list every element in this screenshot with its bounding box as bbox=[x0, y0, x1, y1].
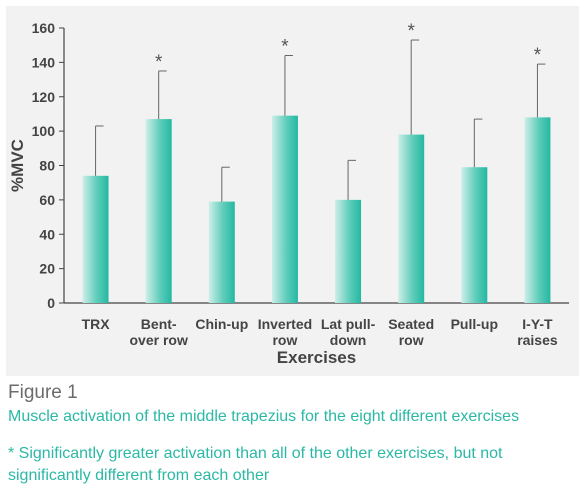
y-tick-label: 140 bbox=[32, 54, 56, 70]
x-tick-label: Pull-up bbox=[451, 316, 498, 332]
x-tick-label: Chin-up bbox=[195, 316, 248, 332]
significance-marker: * bbox=[407, 21, 415, 42]
y-tick-label: 120 bbox=[32, 89, 56, 105]
x-tick-label: row bbox=[272, 332, 297, 348]
y-tick-label: 60 bbox=[39, 192, 55, 208]
x-tick-label: row bbox=[399, 332, 424, 348]
x-tick-label: down bbox=[330, 332, 367, 348]
bar bbox=[82, 175, 109, 303]
bar bbox=[524, 117, 551, 303]
figure-caption: Muscle activation of the middle trapeziu… bbox=[8, 408, 520, 425]
bar bbox=[398, 134, 425, 303]
x-tick-label: Lat pull- bbox=[321, 316, 376, 332]
figure-label: Figure 1 bbox=[8, 382, 78, 403]
x-tick-label: raises bbox=[517, 332, 558, 348]
x-tick-label: Seated bbox=[388, 316, 434, 332]
bar bbox=[271, 115, 298, 303]
y-tick-label: 160 bbox=[32, 20, 56, 36]
y-axis-title: %MVC bbox=[8, 139, 27, 192]
x-axis-title: Exercises bbox=[277, 348, 356, 367]
y-tick-label: 80 bbox=[39, 158, 55, 174]
y-tick-label: 20 bbox=[39, 261, 55, 277]
figure-footnote: * Significantly greater activation than … bbox=[8, 445, 503, 484]
y-tick-label: 100 bbox=[32, 123, 56, 139]
y-tick-label: 0 bbox=[47, 295, 55, 311]
significance-marker: * bbox=[281, 37, 289, 58]
x-tick-label: Bent- bbox=[141, 316, 177, 332]
bar bbox=[335, 199, 362, 303]
chart-panel: 0 20 40 60 80 100 120 140 160 %MVC TRX * Bent-over r… bbox=[6, 6, 579, 376]
bar bbox=[461, 167, 488, 303]
x-tick-label: Inverted bbox=[258, 316, 312, 332]
bar bbox=[145, 119, 172, 303]
y-tick-label: 40 bbox=[39, 226, 55, 242]
significance-marker: * bbox=[155, 52, 163, 73]
x-tick-label: TRX bbox=[82, 316, 111, 332]
x-tick-label: I-Y-T bbox=[522, 316, 553, 332]
x-tick-label: over row bbox=[130, 332, 188, 348]
bar bbox=[208, 201, 235, 303]
significance-marker: * bbox=[534, 45, 542, 66]
bar-chart: 0 20 40 60 80 100 120 140 160 %MVC TRX * Bent-over r… bbox=[8, 20, 569, 367]
